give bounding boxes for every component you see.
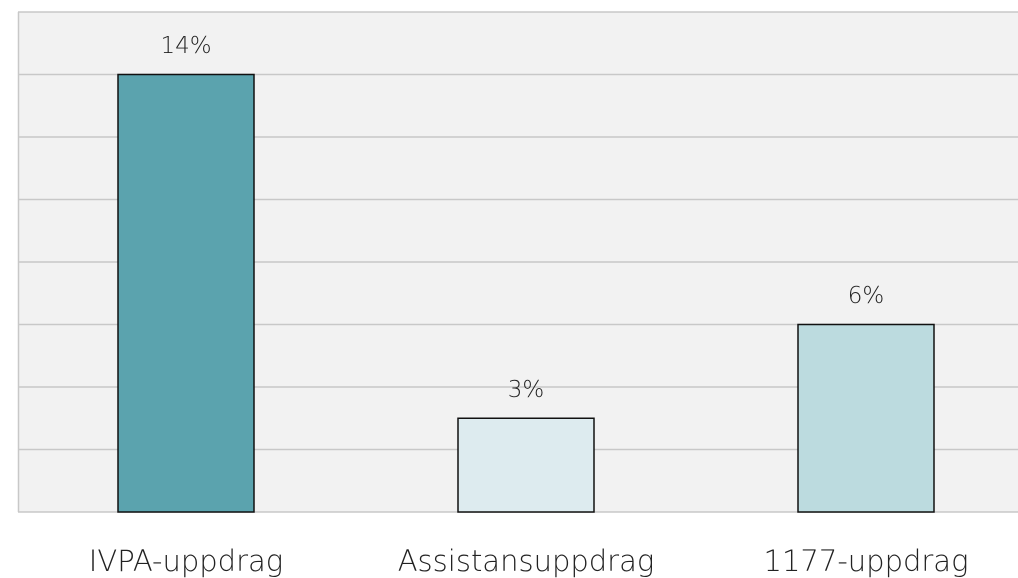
x-tick-label: Assistansuppdrag <box>398 544 655 578</box>
value-label: 14% <box>160 33 211 59</box>
bar <box>797 323 935 513</box>
value-label: 3% <box>508 377 545 403</box>
x-tick-label: IVPA-uppdrag <box>89 544 283 578</box>
x-tick-label: 1177-uppdrag <box>764 544 969 578</box>
bar <box>117 73 255 513</box>
bar <box>457 417 595 513</box>
value-label: 6% <box>848 283 885 309</box>
